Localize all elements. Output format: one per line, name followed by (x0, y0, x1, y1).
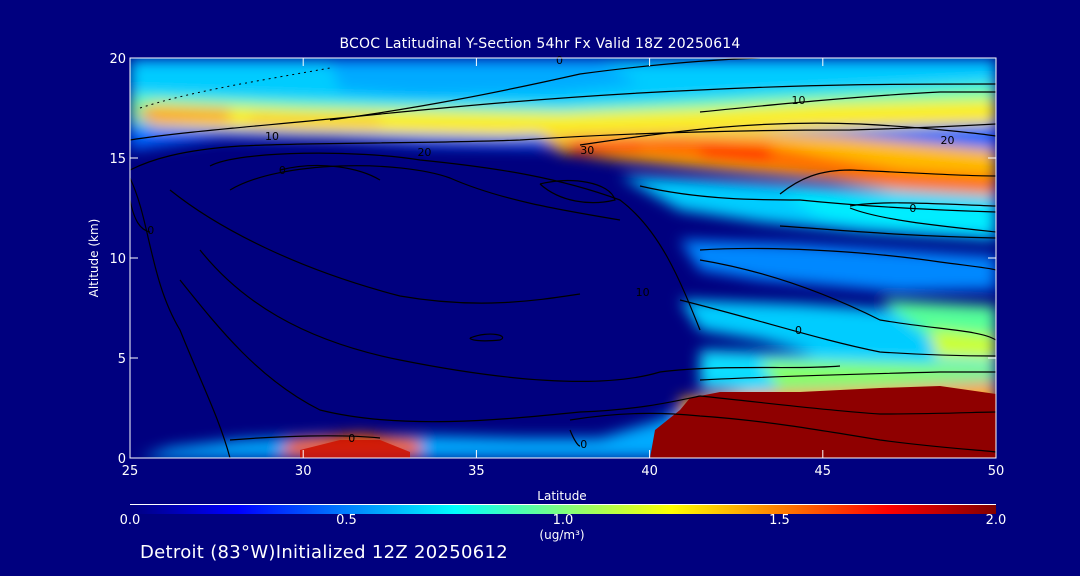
axis-ticks (129, 57, 997, 459)
x-tick-label: 30 (295, 464, 312, 479)
contour-label: 20 (417, 146, 431, 159)
x-tick-label: 50 (988, 464, 1005, 479)
chart-title: BCOC Latitudinal Y-Section 54hr Fx Valid… (339, 36, 741, 52)
x-axis-label: Latitude (537, 489, 587, 503)
colorbar-tick-label: 2.0 (985, 513, 1007, 528)
concentration-field (130, 58, 996, 458)
y-tick-label: 5 (118, 352, 126, 367)
y-axis-label: Altitude (km) (87, 218, 101, 298)
axis-tick-labels: 25 30 35 40 45 50 0 5 10 15 20 (109, 52, 1004, 479)
colorbar-units: (ug/m³) (539, 528, 585, 542)
contour-label: 20 (941, 134, 955, 147)
contour-label: 0 (795, 324, 802, 337)
contour-label: 10 (792, 94, 806, 107)
x-tick-label: 45 (815, 464, 832, 479)
y-tick-label: 20 (109, 52, 126, 67)
contour-label: 0 (556, 54, 563, 67)
contour-label: 10 (636, 286, 650, 299)
y-tick-label: 10 (109, 252, 126, 267)
contour-label: 0 (147, 224, 154, 237)
x-tick-label: 35 (468, 464, 485, 479)
pbl-high-region (650, 386, 996, 458)
colorbar-tick-label: 0.5 (336, 513, 357, 528)
footer-text: Detroit (83°W)Initialized 12Z 20250612 (140, 542, 508, 563)
colorbar-tick-label: 0.0 (119, 513, 141, 528)
pbl-low-plume (300, 440, 410, 458)
contour-label: 10 (265, 130, 279, 143)
x-tick-label: 25 (122, 464, 139, 479)
field-blobs (130, 58, 996, 458)
dashed-contour (139, 67, 331, 109)
colorbar-gradient (130, 504, 996, 514)
colorbar (130, 499, 996, 514)
contour-label: 0 (580, 438, 587, 451)
contour-labels: 0 0 0 0 10 10 10 20 20 30 0 0 0 (147, 54, 954, 451)
contour-label: 0 (279, 164, 286, 177)
colorbar-tick-label: 1.0 (552, 513, 574, 528)
colorbar-tick-label: 1.5 (769, 513, 790, 528)
contour-lines (130, 58, 996, 458)
contour-label: 0 (348, 432, 355, 445)
y-tick-label: 0 (118, 452, 126, 467)
x-tick-label: 40 (641, 464, 658, 479)
contour-label: 30 (580, 144, 594, 157)
y-tick-label: 15 (109, 152, 126, 167)
contour-label: 0 (909, 202, 916, 215)
